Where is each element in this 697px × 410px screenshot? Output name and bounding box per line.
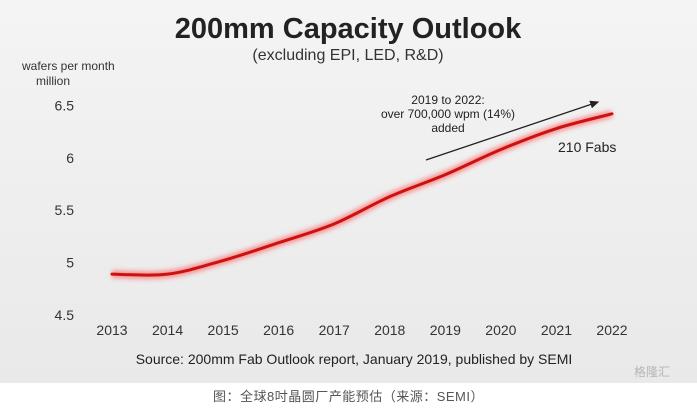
data-point bbox=[221, 259, 225, 263]
annotation-line-1: 2019 to 2022: bbox=[411, 93, 484, 107]
annotation-line-2: over 700,000 wpm (14%) bbox=[381, 107, 515, 121]
y-tick-label: 4.5 bbox=[55, 307, 75, 323]
data-point bbox=[610, 112, 614, 116]
data-point bbox=[277, 241, 281, 245]
trend-arrow bbox=[425, 100, 600, 161]
chart-subtitle: (excluding EPI, LED, R&D) bbox=[252, 47, 443, 64]
y-tick-label: 6.5 bbox=[55, 97, 75, 113]
watermark: 格隆汇 bbox=[634, 364, 670, 379]
data-point bbox=[110, 272, 114, 276]
series-line-glow bbox=[111, 109, 614, 280]
end-label: 210 Fabs bbox=[558, 139, 616, 155]
data-point bbox=[554, 127, 558, 131]
x-tick-label: 2016 bbox=[263, 322, 294, 338]
data-point bbox=[332, 222, 336, 226]
annotation-line-3: added bbox=[431, 121, 464, 135]
x-tick-label: 2018 bbox=[374, 322, 405, 338]
y-tick-label: 6 bbox=[66, 150, 74, 166]
x-tick-label: 2017 bbox=[319, 322, 350, 338]
series-line bbox=[110, 112, 614, 277]
y-axis-label-line-2: million bbox=[36, 74, 70, 88]
data-point bbox=[388, 195, 392, 199]
x-axis-ticks: 2013 2014 2015 2016 2017 2018 2019 2020 2021 2022 bbox=[96, 322, 627, 338]
data-point bbox=[443, 173, 447, 177]
x-tick-label: 2013 bbox=[96, 322, 127, 338]
y-axis-ticks: 4.5 5 5.5 6 6.5 bbox=[55, 97, 75, 323]
chart-panel bbox=[0, 0, 697, 383]
data-point bbox=[499, 147, 503, 151]
chart-title: 200mm Capacity Outlook bbox=[175, 13, 522, 45]
x-tick-label: 2014 bbox=[152, 322, 183, 338]
x-tick-label: 2022 bbox=[596, 322, 627, 338]
x-tick-label: 2019 bbox=[430, 322, 461, 338]
x-tick-label: 2015 bbox=[208, 322, 239, 338]
y-tick-label: 5 bbox=[66, 255, 74, 271]
y-axis-label-line-1: wafers per month bbox=[21, 59, 115, 73]
data-point bbox=[166, 272, 170, 276]
x-tick-label: 2021 bbox=[541, 322, 572, 338]
x-tick-label: 2020 bbox=[485, 322, 516, 338]
figure-caption: 图：全球8吋晶圆厂产能预估（来源：SEMI） bbox=[0, 383, 697, 410]
chart: 200mm Capacity Outlook (excluding EPI, L… bbox=[21, 13, 670, 379]
source-note: Source: 200mm Fab Outlook report, Januar… bbox=[136, 351, 573, 367]
y-tick-label: 5.5 bbox=[55, 202, 75, 218]
